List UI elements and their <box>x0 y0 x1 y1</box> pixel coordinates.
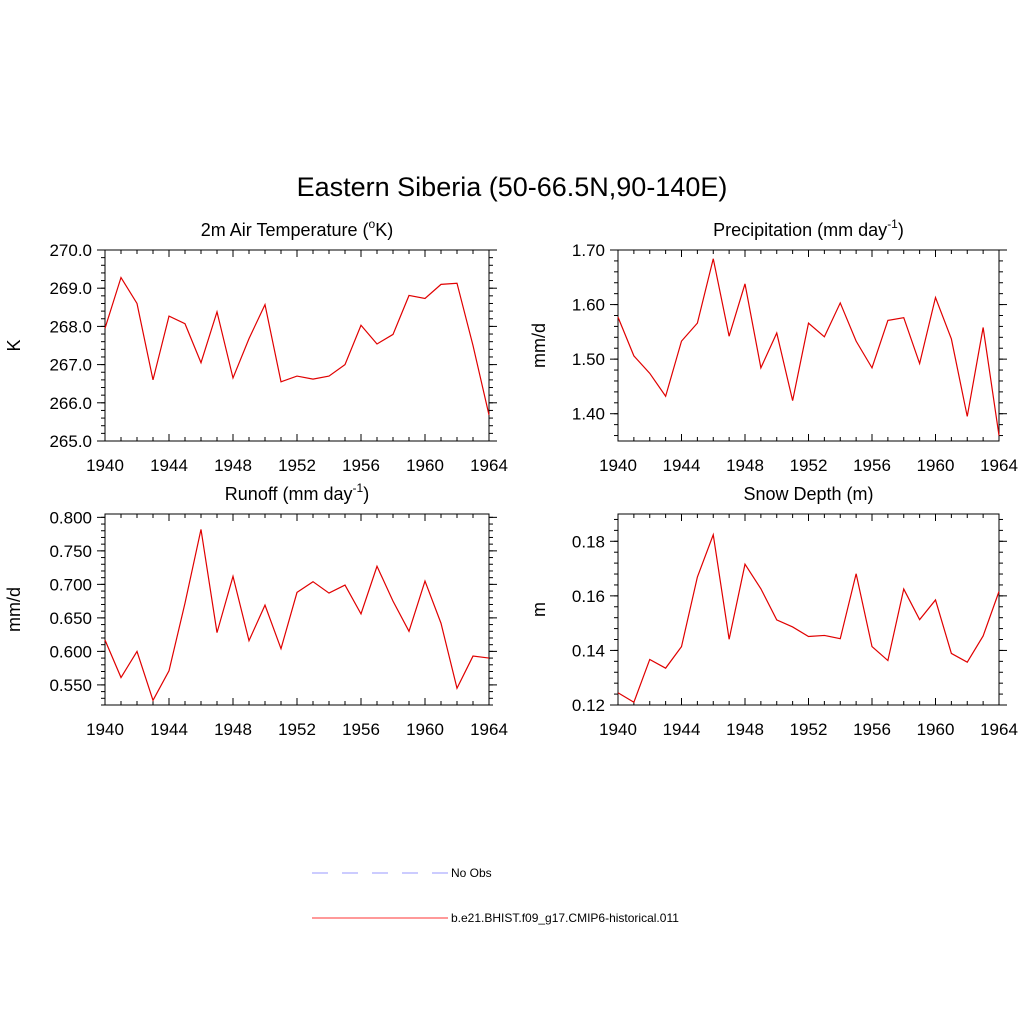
x-tick-label-air-temperature: 1948 <box>214 456 252 475</box>
panels: 1940 1944 1948 1952 1956 1960 1964 265.0 266.0 26… <box>4 217 1018 739</box>
x-tick-label-precipitation: 1944 <box>663 456 701 475</box>
x-tick-label-runoff: 1940 <box>86 720 124 739</box>
x-tick-label-air-temperature: 1940 <box>86 456 124 475</box>
y-tick-label-snow-depth: 0.14 <box>572 641 605 660</box>
y-axis-label-runoff: mm/d <box>4 587 24 632</box>
y-tick-label-air-temperature: 267.0 <box>49 356 92 375</box>
y-tick-label-snow-depth: 0.16 <box>572 587 605 606</box>
series-line-precipitation <box>617 258 1000 436</box>
series-line-air-temperature <box>104 276 490 416</box>
panel-title-tail-air-temperature: K) <box>375 220 393 240</box>
x-tick-label-precipitation: 1956 <box>853 456 891 475</box>
y-tick-label-runoff: 0.750 <box>49 542 92 561</box>
x-tick-label-air-temperature: 1956 <box>342 456 380 475</box>
y-tick-label-air-temperature: 268.0 <box>49 317 92 336</box>
x-tick-label-runoff: 1956 <box>342 720 380 739</box>
y-tick-label-air-temperature: 265.0 <box>49 432 92 451</box>
series-line-snow-depth <box>617 532 1000 704</box>
panel-precipitation: 1940 1944 1948 1952 1956 1960 1964 1.40 1.50 1.60… <box>529 217 1018 475</box>
legend-label-model: b.e21.BHIST.f09_g17.CMIP6-historical.011 <box>451 911 679 925</box>
figure-title: Eastern Siberia (50-66.5N,90-140E) <box>297 172 728 202</box>
y-tick-label-precipitation: 1.40 <box>572 405 605 424</box>
y-tick-label-runoff: 0.800 <box>49 508 92 527</box>
y-axis-label-precipitation: mm/d <box>529 323 549 368</box>
x-tick-label-snow-depth: 1964 <box>980 720 1018 739</box>
panel-title-tail-runoff: ) <box>363 484 369 504</box>
panel-title-sup-precipitation: -1 <box>887 217 898 231</box>
x-tick-label-snow-depth: 1960 <box>917 720 955 739</box>
x-tick-label-precipitation: 1960 <box>917 456 955 475</box>
panel-title-main-precipitation: Precipitation (mm day <box>713 220 887 240</box>
y-axis-label-air-temperature: K <box>4 339 24 351</box>
x-tick-label-air-temperature: 1960 <box>406 456 444 475</box>
x-tick-label-runoff: 1964 <box>470 720 508 739</box>
x-tick-label-precipitation: 1964 <box>980 456 1018 475</box>
panel-snow-depth: 1940 1944 1948 1952 1956 1960 1964 0.12 0.14 0.16… <box>529 484 1018 739</box>
panel-title-main-runoff: Runoff (mm day <box>225 484 353 504</box>
panel-title-snow-depth: Snow Depth (m) <box>743 484 873 504</box>
x-tick-label-air-temperature: 1944 <box>150 456 188 475</box>
panel-runoff: 1940 1944 1948 1952 1956 1960 1964 0.550 0.600 0.… <box>4 481 508 739</box>
panel-title-tail-precipitation: ) <box>898 220 904 240</box>
x-tick-label-precipitation: 1948 <box>726 456 764 475</box>
panel-title-sup-runoff: -1 <box>353 481 364 495</box>
x-tick-label-snow-depth: 1952 <box>790 720 828 739</box>
panel-title-runoff: Runoff (mm day-1) <box>225 481 369 504</box>
panel-title-main-snow-depth: Snow Depth (m) <box>743 484 873 504</box>
x-tick-label-runoff: 1944 <box>150 720 188 739</box>
y-tick-label-precipitation: 1.60 <box>572 296 605 315</box>
y-tick-label-runoff: 0.700 <box>49 575 92 594</box>
y-tick-label-precipitation: 1.70 <box>572 241 605 260</box>
x-tick-label-snow-depth: 1940 <box>599 720 637 739</box>
x-tick-label-air-temperature: 1964 <box>470 456 508 475</box>
y-tick-label-air-temperature: 269.0 <box>49 279 92 298</box>
y-tick-label-air-temperature: 266.0 <box>49 394 92 413</box>
y-tick-label-snow-depth: 0.12 <box>572 696 605 715</box>
y-tick-label-air-temperature: 270.0 <box>49 241 92 260</box>
y-tick-label-runoff: 0.600 <box>49 642 92 661</box>
panel-title-sup-air-temperature: o <box>369 217 376 231</box>
legend: No Obs b.e21.BHIST.f09_g17.CMIP6-histori… <box>312 866 679 925</box>
x-tick-label-air-temperature: 1952 <box>278 456 316 475</box>
panel-air-temperature: 1940 1944 1948 1952 1956 1960 1964 265.0 266.0 26… <box>4 217 508 475</box>
panel-title-main-air-temperature: 2m Air Temperature ( <box>201 220 369 240</box>
x-tick-label-runoff: 1952 <box>278 720 316 739</box>
x-tick-label-runoff: 1960 <box>406 720 444 739</box>
x-tick-label-precipitation: 1940 <box>599 456 637 475</box>
y-tick-label-runoff: 0.550 <box>49 676 92 695</box>
series-line-runoff <box>104 529 490 702</box>
x-tick-label-precipitation: 1952 <box>790 456 828 475</box>
panel-title-air-temperature: 2m Air Temperature (oK) <box>201 217 393 240</box>
legend-label-no-obs: No Obs <box>451 866 492 880</box>
x-tick-label-snow-depth: 1944 <box>663 720 701 739</box>
y-tick-label-precipitation: 1.50 <box>572 350 605 369</box>
x-tick-label-snow-depth: 1948 <box>726 720 764 739</box>
y-axis-label-snow-depth: m <box>529 602 549 617</box>
x-tick-label-snow-depth: 1956 <box>853 720 891 739</box>
y-tick-label-runoff: 0.650 <box>49 609 92 628</box>
y-tick-label-snow-depth: 0.18 <box>572 532 605 551</box>
x-tick-label-runoff: 1948 <box>214 720 252 739</box>
panel-title-precipitation: Precipitation (mm day-1) <box>713 217 904 240</box>
